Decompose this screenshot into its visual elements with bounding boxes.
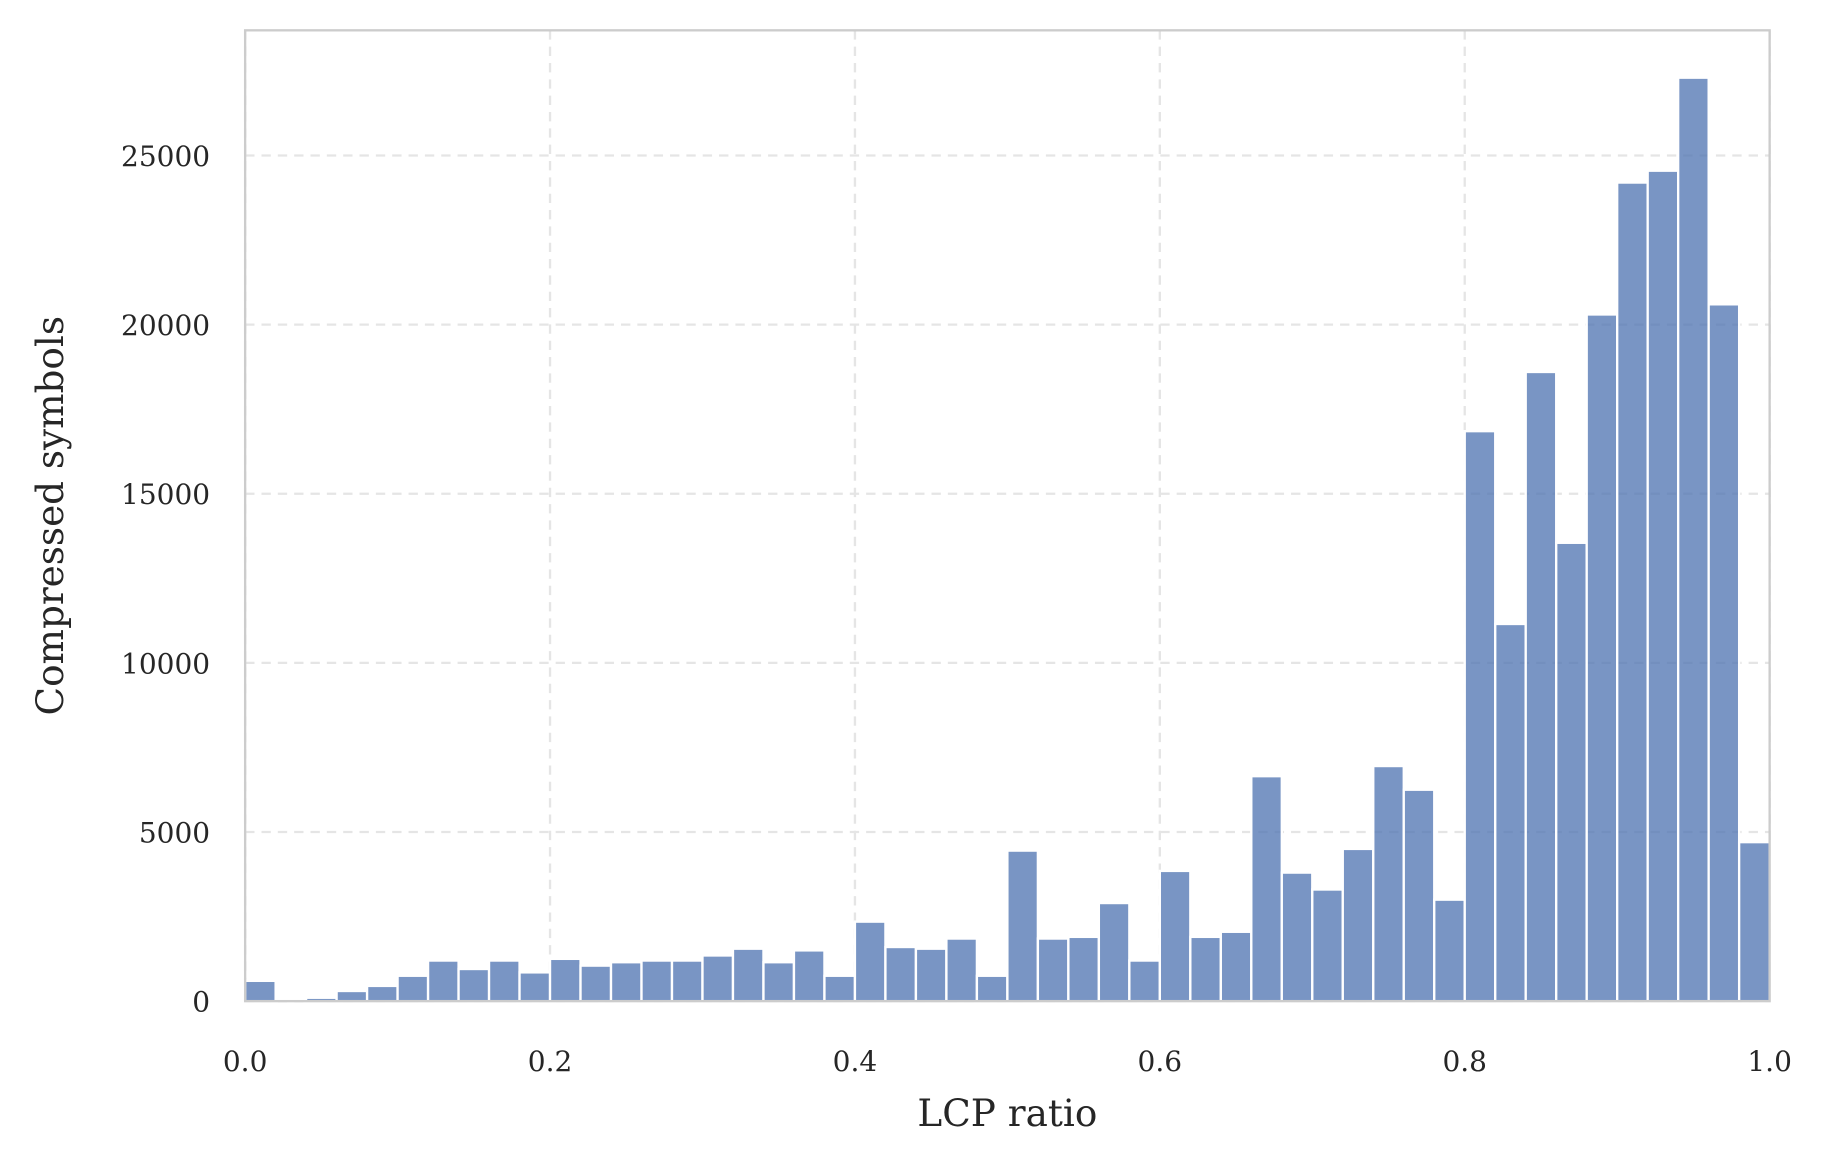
x-tick-labels: 0.0 0.2 0.4 0.6 0.8 1.0 — [223, 1045, 1792, 1078]
histogram-bar — [1737, 840, 1771, 1003]
histogram-bar — [914, 947, 948, 1003]
histogram-bar — [1494, 622, 1527, 1003]
x-tick-label: 0.8 — [1442, 1045, 1487, 1078]
histogram-bar — [243, 979, 277, 1003]
x-tick-label: 0.2 — [528, 1045, 573, 1078]
histogram-bar — [1555, 541, 1588, 1003]
histogram-bar — [1372, 764, 1405, 1003]
y-tick-label: 0 — [192, 986, 210, 1019]
plot-frame — [243, 29, 1771, 1003]
histogram-bar — [1463, 430, 1497, 1003]
histogram-bar — [823, 974, 857, 1003]
y-tick-label: 5000 — [139, 817, 210, 850]
y-tick-label: 15000 — [121, 478, 210, 511]
x-tick-label: 0.0 — [223, 1045, 268, 1078]
histogram-bar — [579, 964, 613, 1003]
bars — [243, 76, 1771, 1003]
y-tick-label: 20000 — [121, 309, 210, 342]
histogram-bar — [457, 967, 491, 1003]
histogram-bar — [701, 954, 735, 1003]
histogram-bar — [975, 974, 1009, 1003]
y-axis-label: Compressed symbols — [28, 316, 72, 715]
histogram-bar — [1128, 959, 1162, 1003]
histogram-bar — [1707, 303, 1741, 1003]
histogram-bar — [945, 937, 979, 1003]
histogram-bar — [1219, 930, 1253, 1003]
x-tick-label: 0.4 — [833, 1045, 878, 1078]
histogram-bar — [518, 971, 552, 1003]
histogram-bar — [1585, 313, 1619, 1003]
histogram-bar — [1311, 888, 1344, 1003]
y-tick-label: 10000 — [121, 647, 210, 680]
histogram-bar — [1067, 935, 1101, 1003]
histogram-bar — [1280, 871, 1314, 1003]
histogram-bar — [1189, 935, 1222, 1003]
histogram-bar — [1616, 181, 1649, 1003]
histogram-bar — [1646, 169, 1680, 1003]
histogram-bar — [640, 959, 674, 1003]
histogram-bar — [884, 945, 918, 1003]
histogram-bar — [1036, 937, 1070, 1003]
histogram-bar — [487, 959, 521, 1003]
y-tick-label: 25000 — [121, 140, 210, 173]
histogram-bar — [1341, 847, 1375, 1003]
histogram-bar — [1677, 76, 1710, 1003]
histogram-bar — [365, 984, 399, 1003]
histogram-bar — [1250, 775, 1283, 1003]
histogram-bar — [762, 961, 796, 1003]
x-tick-label: 1.0 — [1747, 1045, 1792, 1078]
histogram-bar — [1006, 849, 1040, 1003]
y-tick-labels: 0 5000 10000 15000 20000 25000 — [121, 140, 210, 1019]
histogram-bar — [670, 959, 704, 1003]
histogram-bar — [731, 947, 765, 1003]
histogram-bar — [1158, 869, 1192, 1003]
histogram-bar — [792, 949, 826, 1003]
x-axis-label: LCP ratio — [917, 1091, 1097, 1135]
histogram-bar — [396, 974, 430, 1003]
histogram-bar — [1097, 901, 1131, 1003]
histogram-bar — [1524, 370, 1558, 1003]
histogram-bar — [1433, 898, 1466, 1003]
histogram-bar — [1402, 788, 1436, 1003]
histogram-bar — [426, 959, 460, 1003]
histogram-bar — [548, 957, 582, 1003]
histogram-bar — [335, 989, 369, 1003]
x-tick-label: 0.6 — [1138, 1045, 1183, 1078]
histogram-bar — [609, 961, 643, 1003]
histogram-bar — [853, 920, 887, 1003]
